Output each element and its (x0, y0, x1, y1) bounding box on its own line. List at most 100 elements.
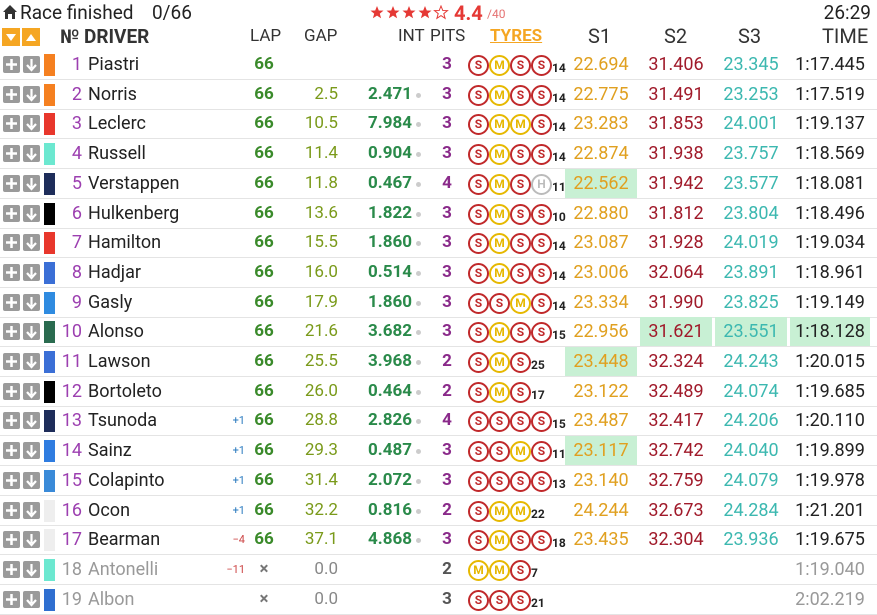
move-button[interactable] (23, 353, 40, 370)
position: 5 (71, 172, 82, 194)
gap: 11.8 (304, 172, 338, 193)
move-button[interactable] (23, 56, 40, 73)
result-row: 7 Hamilton 66 15.5 1.860 3 S M S S 14 23.087 31.928 2… (0, 228, 877, 259)
race-status: Race finished (20, 1, 134, 24)
lap: 66 (254, 291, 274, 312)
expand-button[interactable] (3, 234, 20, 252)
position: 12 (61, 380, 82, 402)
driver-name: Sainz (88, 440, 132, 462)
sector-s1: 22.874 (573, 143, 629, 165)
expand-button[interactable] (3, 382, 20, 400)
move-button[interactable] (23, 263, 40, 281)
tyre: S (510, 530, 531, 552)
tyre: S (531, 530, 552, 552)
tyre: S (489, 589, 510, 611)
expand-button[interactable] (3, 531, 20, 549)
tyre: S (468, 114, 489, 136)
interval: 3.682 (368, 321, 412, 342)
tyre: S (531, 55, 552, 76)
position: 1 (71, 54, 82, 75)
col-driver[interactable]: № DRIVER (60, 25, 150, 48)
tyre: S (531, 233, 552, 255)
sector-s1: 22.562 (565, 168, 637, 198)
interval-dot (416, 360, 421, 365)
team-color (44, 410, 55, 433)
expand-button[interactable] (3, 442, 20, 460)
tyre-age: 11 (552, 179, 566, 194)
move-button[interactable] (23, 590, 40, 608)
sector-time: 1:19.978 (795, 469, 865, 491)
sector-s1: 23.117 (565, 436, 637, 466)
tyre: M (489, 530, 510, 552)
pits: 2 (442, 558, 452, 579)
pits: 2 (442, 351, 452, 371)
expand-button[interactable] (3, 56, 20, 73)
sector-time: 2:02.219 (795, 588, 865, 610)
col-tyres[interactable]: TYRES (490, 26, 543, 46)
expand-button[interactable] (3, 85, 20, 103)
lap: 66 (254, 232, 274, 253)
move-button[interactable] (23, 115, 40, 133)
expand-button[interactable] (3, 293, 20, 311)
move-button[interactable] (23, 323, 40, 341)
sector-time: 1:20.110 (795, 410, 865, 432)
tyre-age: 17 (531, 387, 545, 402)
result-row: 10 Alonso 66 21.6 3.682 3 S M S S 15 22.956 31.621 23… (0, 317, 877, 348)
tyre: S (468, 84, 489, 106)
tyre-age: 14 (552, 90, 566, 105)
rating-stars[interactable] (370, 5, 450, 21)
tyre: M (489, 173, 510, 195)
expand-button[interactable] (3, 412, 20, 430)
sort-up-button[interactable] (22, 28, 40, 46)
home-icon[interactable] (2, 4, 18, 20)
sort-down-button[interactable] (2, 28, 20, 46)
expand-button[interactable] (3, 263, 20, 281)
expand-button[interactable] (3, 145, 20, 163)
tyre: M (489, 381, 510, 403)
sector-s3: 24.001 (723, 113, 779, 135)
move-button[interactable] (23, 560, 40, 578)
sector-time: 1:19.899 (795, 440, 865, 462)
result-row: 13 Tsunoda +1 66 28.8 2.826 4 S S S S 15 23.487 32.41… (0, 406, 877, 437)
team-color (44, 54, 55, 76)
expand-button[interactable] (3, 590, 20, 608)
tyre-age: 14 (552, 120, 566, 135)
expand-button[interactable] (3, 471, 20, 489)
team-color (44, 261, 55, 284)
move-button[interactable] (23, 442, 40, 460)
tyre: S (468, 381, 489, 403)
pits: 3 (442, 113, 452, 134)
tyre: M (468, 559, 489, 581)
move-button[interactable] (23, 471, 40, 489)
sector-s3: 23.551 (715, 317, 787, 347)
lap: 66 (254, 261, 274, 282)
sector-s2: 31.621 (640, 317, 712, 347)
expand-button[interactable] (3, 323, 20, 341)
expand-button[interactable] (3, 204, 20, 222)
gap: 29.3 (304, 440, 338, 461)
tyre-age: 10 (552, 209, 566, 224)
expand-button[interactable] (3, 115, 20, 133)
driver-name: Leclerc (88, 113, 146, 135)
position: 10 (61, 321, 82, 343)
sector-s2: 31.942 (648, 172, 704, 194)
move-button[interactable] (23, 85, 40, 103)
expand-button[interactable] (3, 501, 20, 519)
move-button[interactable] (23, 234, 40, 252)
move-button[interactable] (23, 204, 40, 222)
expand-button[interactable] (3, 353, 20, 370)
tyre-age: 21 (531, 595, 545, 610)
move-button[interactable] (23, 382, 40, 400)
sector-s2: 31.853 (648, 113, 704, 135)
position: 17 (61, 529, 82, 551)
move-button[interactable] (23, 412, 40, 430)
expand-button[interactable] (3, 560, 20, 578)
tyre: S (510, 559, 531, 581)
move-button[interactable] (23, 174, 40, 192)
driver-name: Colapinto (88, 469, 165, 491)
move-button[interactable] (23, 501, 40, 519)
move-button[interactable] (23, 531, 40, 549)
move-button[interactable] (23, 293, 40, 311)
move-button[interactable] (23, 145, 40, 163)
expand-button[interactable] (3, 174, 20, 192)
